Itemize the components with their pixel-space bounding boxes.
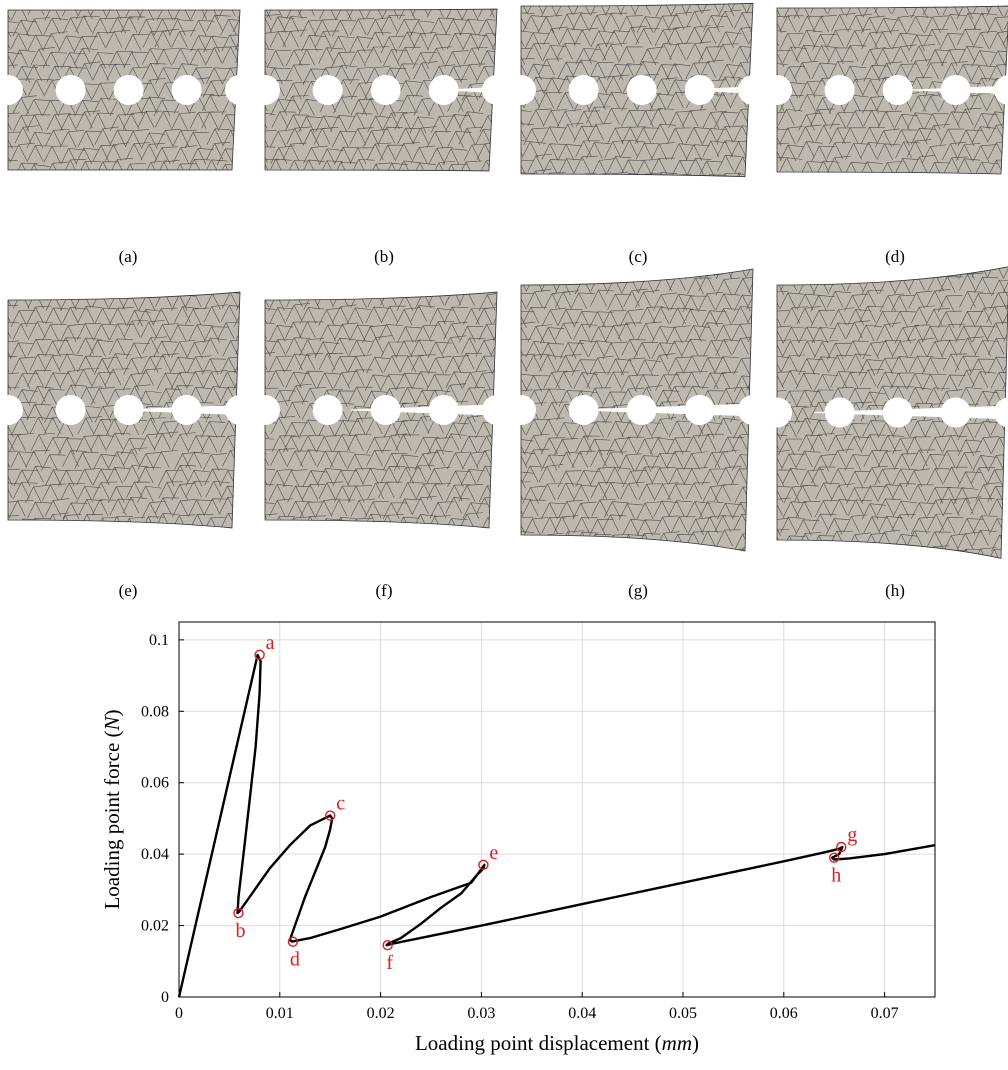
axis-ticks: 0 0.01 0.02 0.03 0.04 0.05 0.06 0.07 0 0.02 0.04 0.… [141,632,899,1022]
mesh-panel [0,291,255,529]
caption-e: (e) [118,581,138,600]
point-label-h: h [831,865,841,887]
y-tick-label: 0.02 [141,918,169,935]
point-label-g: g [847,824,857,846]
x-tick-label: 0.07 [871,1005,899,1022]
x-axis-unit: mm [662,1031,692,1055]
y-tick-label: 0.06 [141,775,169,792]
y-tick-label: 0.08 [141,703,169,720]
curve-group [177,653,936,998]
point-label-e: e [489,842,498,864]
point-label-b: b [235,920,245,942]
x-tick-label: 0.01 [266,1005,294,1022]
y-tick-label: 0.1 [149,632,169,649]
x-tick-label: 0.04 [568,1005,596,1022]
x-tick-label: 0.05 [669,1005,697,1022]
point-label-c: c [336,793,345,815]
point-marker-d [287,936,299,947]
point-marker-e [478,859,489,871]
y-axis-label-main: Loading point force [100,737,124,909]
point-marker-g [836,841,847,853]
x-tick-label: 0 [175,1005,183,1022]
mesh-panel [250,8,512,172]
mesh-panel [250,291,512,529]
mesh-panel [762,266,1008,559]
mesh-panels [0,2,1008,559]
point-label-f: f [386,952,393,974]
y-tick-label: 0.04 [141,846,169,863]
plot-frame [178,621,936,998]
point-label-a: a [266,632,275,654]
mesh-panel [762,5,1008,175]
mesh-panel [506,2,768,178]
y-axis-unit: N [100,715,124,731]
caption-h: (h) [885,581,905,600]
caption-f: (f) [375,581,393,600]
y-axis-label: Loading point force (N) [100,709,124,909]
caption-b: (b) [374,247,394,266]
y-tick-label: 0 [161,989,169,1006]
point-marker-c [325,810,336,821]
x-tick-label: 0.02 [367,1005,395,1022]
caption-c: (c) [628,247,648,266]
point-marker-b [233,907,244,919]
mesh-panel [506,268,768,552]
point-marker-f [382,940,393,951]
y-axis-paren-open: ( [100,730,124,737]
x-tick-label: 0.03 [467,1005,495,1022]
y-axis-paren-close: ) [100,709,124,716]
point-marker-h [829,852,840,863]
mesh-panel [0,9,255,171]
load-displacement-curve [177,653,936,998]
caption-a: (a) [118,247,138,266]
point-marker-a [254,649,265,661]
caption-g: (g) [628,581,648,600]
point-label-d: d [290,949,300,971]
x-axis-label-main: Loading point displacement [415,1031,655,1055]
caption-d: (d) [885,247,905,266]
x-axis-paren-close: ) [692,1031,699,1055]
point-markers: a b c d e f gh [233,632,857,974]
force-displacement-chart: 0 0.01 0.02 0.03 0.04 0.05 0.06 0.07 0 0.02 0.04 0.… [100,621,936,1055]
x-axis-paren-open: ( [655,1031,662,1055]
x-axis-label: Loading point displacement (mm) [415,1031,699,1055]
x-tick-label: 0.06 [770,1005,798,1022]
